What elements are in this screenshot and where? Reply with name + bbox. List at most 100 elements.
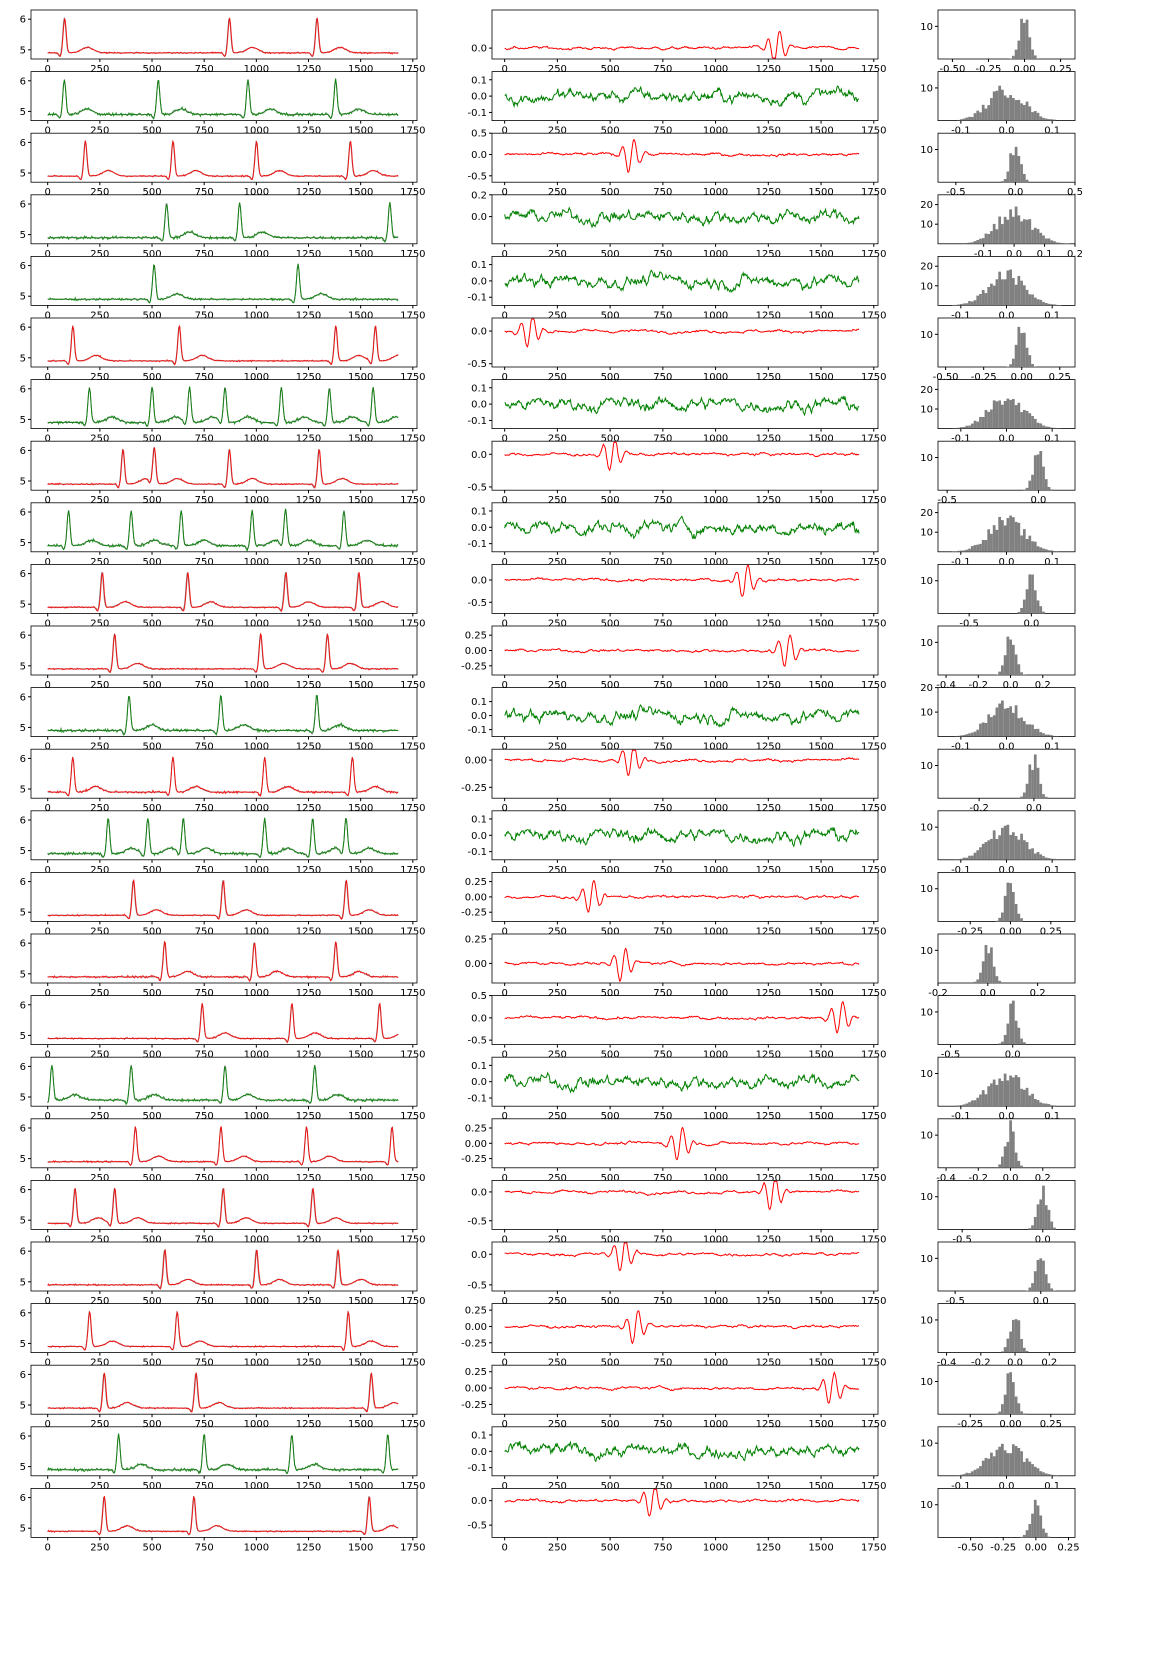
hist-bar xyxy=(1053,1290,1056,1291)
hist-bar xyxy=(1012,832,1015,860)
residual-ytick-label: 0.0 xyxy=(471,400,487,411)
residual-ytick-label: 0.0 xyxy=(471,575,487,586)
hist-bar xyxy=(1001,1404,1004,1414)
hist-bar xyxy=(971,1100,974,1106)
hist-bar xyxy=(979,417,982,429)
signal-ytick-label: 6 xyxy=(20,1123,26,1134)
hist-bar xyxy=(965,858,968,860)
residual-ytick-label: -0.1 xyxy=(467,416,487,427)
hist-bar xyxy=(974,853,977,860)
hist-bar xyxy=(996,1085,999,1106)
signal-ytick-label: 5 xyxy=(20,477,26,488)
hist-xtick-label: -0.25 xyxy=(990,1542,1016,1553)
hist-bar xyxy=(1053,241,1056,244)
hist-bar xyxy=(1028,849,1031,860)
hist-bar xyxy=(1028,1288,1031,1291)
hist-bar xyxy=(1004,179,1007,182)
hist-bar xyxy=(979,847,982,860)
residual-ytick-label: 0.1 xyxy=(471,1061,487,1072)
hist-ytick-label: 10 xyxy=(920,281,933,292)
hist-bar xyxy=(998,400,1001,428)
hist-bar xyxy=(1056,551,1059,552)
hist-bar xyxy=(1037,729,1040,737)
hist-bar xyxy=(1034,366,1037,367)
hist-bar xyxy=(971,301,974,305)
hist-bar xyxy=(1026,1290,1029,1291)
hist-bar xyxy=(1050,1288,1053,1291)
hist-bar xyxy=(1031,770,1034,798)
hist-bar xyxy=(1056,736,1059,737)
signal-xtick-label: 500 xyxy=(142,1542,161,1553)
hist-axes-frame xyxy=(938,1180,1075,1229)
residual-ytick-label: 0.25 xyxy=(465,1123,487,1134)
hist-bar xyxy=(1015,1446,1018,1476)
hist-bar xyxy=(1034,854,1037,860)
hist-bar xyxy=(1020,672,1023,675)
hist-bar xyxy=(1007,1080,1010,1106)
hist-bar xyxy=(1037,1204,1040,1229)
hist-bar xyxy=(1045,797,1048,798)
hist-bar xyxy=(1028,1462,1031,1476)
hist-bar xyxy=(965,1103,968,1106)
signal-xtick-label: 750 xyxy=(195,1542,214,1553)
signal-ytick-label: 5 xyxy=(20,1462,26,1473)
hist-bar xyxy=(1037,423,1040,429)
hist-axes-frame xyxy=(938,441,1075,490)
hist-bar xyxy=(1045,1274,1048,1291)
hist-ytick-label: 10 xyxy=(920,1377,933,1388)
hist-bar xyxy=(968,856,971,860)
hist-bar xyxy=(1015,207,1018,244)
hist-bar xyxy=(1020,918,1023,921)
hist-bar xyxy=(982,238,985,244)
hist-bar xyxy=(968,426,971,429)
hist-bar xyxy=(1037,113,1040,121)
hist-bar xyxy=(1061,243,1064,244)
hist-bar xyxy=(996,674,999,675)
signal-axes-frame xyxy=(31,503,417,552)
hist-ytick-label: 10 xyxy=(920,145,933,156)
hist-bar xyxy=(1048,735,1051,737)
hist-bar xyxy=(1007,1339,1010,1353)
hist-bar xyxy=(1056,305,1059,306)
hist-bar xyxy=(979,544,982,552)
hist-bar xyxy=(971,733,974,737)
hist-bar xyxy=(1009,209,1012,243)
hist-bar xyxy=(1012,892,1015,921)
signal-xtick-label: 1000 xyxy=(244,1542,269,1553)
hist-bar xyxy=(1001,1351,1004,1352)
hist-bar xyxy=(1028,219,1031,244)
hist-bar xyxy=(957,859,960,860)
hist-bar xyxy=(1012,1444,1015,1476)
hist-bar xyxy=(1039,1258,1042,1291)
hist-ytick-label: 10 xyxy=(920,708,933,719)
hist-bar xyxy=(1009,364,1012,367)
hist-bar xyxy=(1012,217,1015,244)
hist-bar xyxy=(998,272,1001,306)
hist-bar xyxy=(1028,37,1031,59)
hist-bar xyxy=(1023,793,1026,799)
residual-ytick-label: -0.25 xyxy=(461,1154,487,1165)
hist-bar xyxy=(1034,1099,1037,1106)
signal-ytick-label: 6 xyxy=(20,939,26,950)
hist-bar xyxy=(1053,1105,1056,1106)
hist-bar xyxy=(1039,423,1042,428)
hist-bar xyxy=(1017,1403,1020,1414)
hist-bar xyxy=(1004,217,1007,244)
residual-ytick-label: 0.5 xyxy=(471,991,487,1002)
hist-bar xyxy=(1037,546,1040,552)
hist-bar xyxy=(1015,705,1018,736)
hist-bar xyxy=(979,1466,982,1476)
hist-bar xyxy=(965,118,968,121)
signal-ytick-label: 5 xyxy=(20,1339,26,1350)
hist-bar xyxy=(1045,549,1048,551)
hist-bar xyxy=(1028,481,1031,491)
hist-ytick-label: 10 xyxy=(920,1315,933,1326)
hist-bar xyxy=(1004,1146,1007,1167)
hist-bar xyxy=(985,1094,988,1106)
signal-ytick-label: 5 xyxy=(20,538,26,549)
hist-bar xyxy=(1015,50,1018,59)
hist-bar xyxy=(982,722,985,736)
hist-bar xyxy=(1015,1021,1018,1045)
